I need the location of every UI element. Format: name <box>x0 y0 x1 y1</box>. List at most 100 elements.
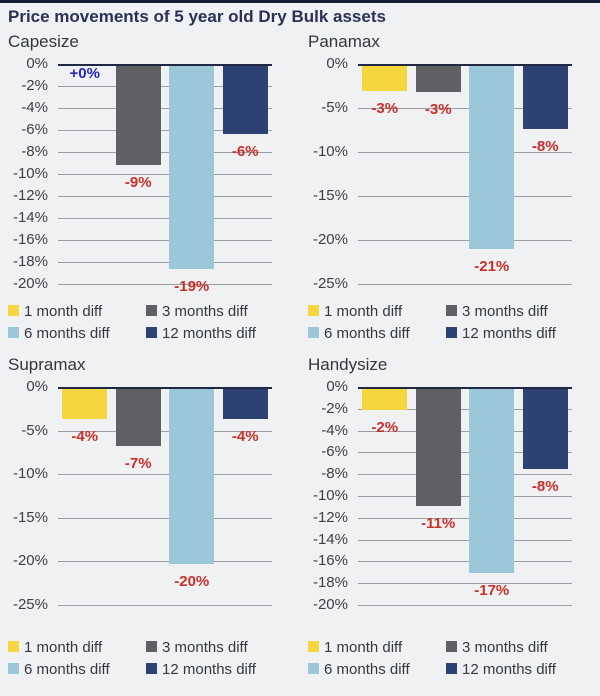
chart-title-panamax: Panamax <box>308 32 380 51</box>
bar-6-months-diff <box>169 387 215 565</box>
legend-item-12-months-diff: 12 months diff <box>446 324 600 343</box>
gridline <box>358 430 572 432</box>
y-tick-label: -25% <box>312 275 348 292</box>
chart-title-supramax: Supramax <box>8 355 86 374</box>
y-tick-label: -10% <box>312 487 348 504</box>
bar-3-months-diff <box>415 64 461 93</box>
bar-3-months-diff <box>115 64 161 166</box>
gridline <box>58 130 272 131</box>
bar-value-label: -8% <box>531 477 559 495</box>
y-tick-label: -16% <box>312 552 348 570</box>
gridline <box>358 284 572 285</box>
gridline <box>358 108 572 109</box>
legend-label: 12 months diff <box>162 661 256 678</box>
legend: 1 month diff 3 months diff 6 months diff 12… <box>8 638 300 679</box>
legend-label: 1 month diff <box>24 303 103 320</box>
gridline <box>358 240 572 241</box>
legend-label: 1 month diff <box>24 639 103 656</box>
bar-value-label: -4% <box>71 428 99 446</box>
bar-3-months-diff <box>415 387 461 506</box>
bar-1-month-diff <box>362 64 408 92</box>
gridline <box>358 605 572 606</box>
gridline <box>358 408 572 410</box>
legend-color-swatch-1-month-diff <box>308 641 319 652</box>
legend-item-12-months-diff: 12 months diff <box>146 324 300 343</box>
bar-1-month-diff <box>62 387 108 420</box>
legend-color-swatch-1-month-diff <box>8 641 19 652</box>
chart-title-capesize: Capesize <box>8 32 79 51</box>
legend-item-1-month-diff: 1 month diff <box>308 638 446 657</box>
legend-item-1-month-diff: 1 month diff <box>308 302 446 321</box>
legend-label: 1 month diff <box>324 303 403 320</box>
chart-body: 0% -5% -10% -15% -20% -25% -3% -3% -21% -8% <box>308 55 600 292</box>
legend-item-1-month-diff: 1 month diff <box>8 302 146 321</box>
gridline <box>358 496 572 497</box>
legend-label: 12 months diff <box>462 325 556 342</box>
plot-area: -2% -11% -17% -8% <box>358 387 572 606</box>
legend-item-12-months-diff: 12 months diff <box>446 660 600 679</box>
legend-label: 3 months diff <box>462 303 548 320</box>
legend-item-6-months-diff: 6 months diff <box>308 660 446 679</box>
y-tick-label: -12% <box>312 508 348 526</box>
chart-body: 0% -2% -4% -6% -8% -10% -12% -14% -16% -18% -20% +0… <box>8 55 300 295</box>
plot-area: -4% -7% -20% -4% <box>58 387 272 606</box>
bar-3-months-diff <box>115 387 161 447</box>
bar-12-months-diff <box>222 387 268 420</box>
charts-grid: Capesize 0% -2% -4% -6% -8% -10% -12% -14% -16% -1… <box>0 30 600 679</box>
bar-value-label: -8% <box>531 138 559 156</box>
legend-color-swatch-3-months-diff <box>146 641 157 652</box>
zero-axis-line <box>58 387 272 389</box>
y-tick-label: 0% <box>326 55 348 72</box>
gridline <box>58 174 272 175</box>
legend-item-6-months-diff: 6 months diff <box>8 324 146 343</box>
zero-axis-line <box>358 387 572 389</box>
legend-color-swatch-1-month-diff <box>8 305 19 316</box>
legend: 1 month diff 3 months diff 6 months diff 12… <box>8 302 300 343</box>
y-axis: 0% -2% -4% -6% -8% -10% -12% -14% -16% -18% -20% <box>308 378 352 613</box>
y-tick-label: -8% <box>321 465 348 483</box>
legend-color-swatch-3-months-diff <box>446 305 457 316</box>
bar-value-label: -11% <box>421 514 456 532</box>
y-tick-label: -10% <box>12 165 48 182</box>
bar-value-label: -3% <box>371 100 399 118</box>
legend-color-swatch-6-months-diff <box>308 327 319 338</box>
y-tick-label: -5% <box>321 99 348 116</box>
zero-axis-line <box>358 64 572 66</box>
legend-color-swatch-12-months-diff <box>446 327 457 338</box>
y-tick-label: -18% <box>12 253 48 270</box>
chart-handysize: Handysize 0% -2% -4% -6% -8% -10% -12% -14% -16% -… <box>300 343 600 679</box>
legend-item-3-months-diff: 3 months diff <box>146 638 300 657</box>
y-tick-label: -20% <box>312 231 348 248</box>
bar-value-label: -9% <box>124 174 152 192</box>
legend-color-swatch-6-months-diff <box>8 327 19 338</box>
gridline <box>58 196 272 197</box>
legend-color-swatch-6-months-diff <box>8 663 19 674</box>
legend-label: 6 months diff <box>24 325 110 342</box>
legend-color-swatch-12-months-diff <box>146 663 157 674</box>
gridline <box>58 561 272 563</box>
legend-item-3-months-diff: 3 months diff <box>446 638 600 657</box>
y-tick-label: -20% <box>12 552 48 570</box>
bar-12-months-diff <box>522 64 568 130</box>
legend-color-swatch-3-months-diff <box>146 305 157 316</box>
legend-label: 6 months diff <box>324 661 410 678</box>
chart-body: 0% -2% -4% -6% -8% -10% -12% -14% -16% -18% -20% -2… <box>308 378 600 613</box>
bar-value-label: -6% <box>231 143 259 161</box>
gridline <box>58 474 272 476</box>
top-border-line <box>0 0 600 3</box>
legend-color-swatch-1-month-diff <box>308 305 319 316</box>
gridline <box>358 152 572 153</box>
chart-supramax: Supramax 0% -5% -10% -15% -20% -25% -4% -7% -20% -… <box>0 343 300 679</box>
y-tick-label: -25% <box>12 596 48 613</box>
plot-area: -3% -3% -21% -8% <box>358 64 572 285</box>
y-tick-label: -16% <box>12 231 48 248</box>
y-tick-label: -15% <box>312 187 348 204</box>
legend-item-12-months-diff: 12 months diff <box>146 660 300 679</box>
bar-value-label: +0% <box>69 65 100 82</box>
legend-color-swatch-3-months-diff <box>446 641 457 652</box>
bar-6-months-diff <box>469 64 515 249</box>
gridline <box>358 561 572 563</box>
bar-value-label: -17% <box>474 582 510 600</box>
legend-label: 6 months diff <box>324 325 410 342</box>
y-tick-label: 0% <box>326 378 348 395</box>
